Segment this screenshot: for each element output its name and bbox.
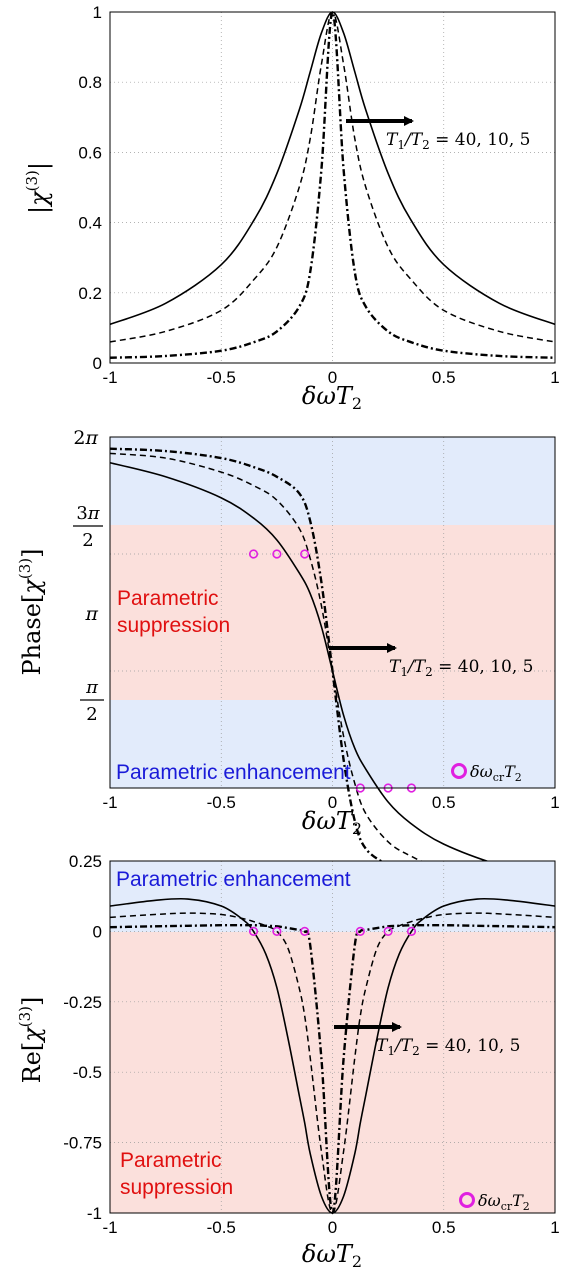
x-tick-label: 0.5 (432, 793, 456, 812)
real-legend-label: δωcrT2 (478, 1191, 530, 1213)
x-tick-label: 1 (550, 1218, 559, 1237)
magnitude-annotation: T1/T2 = 40, 10, 5 (386, 130, 530, 152)
critical-point-marker (355, 926, 365, 937)
x-tick-label: -0.5 (207, 1218, 236, 1237)
x-tick-label: -1 (102, 1218, 117, 1237)
series-dashdot-line (109, 10, 556, 359)
x-tick-label: 0 (328, 1218, 337, 1237)
phase-legend: δωcrT2 (451, 762, 522, 784)
phase-suppression-line1: Parametric (117, 587, 219, 610)
real-suppression-region (110, 932, 555, 1213)
real-suppression-label: Parametric suppression (120, 1149, 233, 1199)
y-tick-label: -0.25 (63, 993, 102, 1012)
svg-text:π: π (85, 677, 99, 698)
phase-annotation: T1/T2 = 40, 10, 5 (389, 657, 533, 679)
phase-axes-box (109, 436, 556, 789)
phase-grid (110, 437, 555, 789)
y-tick-label: 1 (93, 3, 102, 22)
real-critical-markers (248, 926, 417, 937)
critical-point-marker (272, 926, 282, 937)
x-tick-label: 1 (550, 368, 559, 387)
phase-ylabel: Phase[χ(3)] (16, 549, 46, 676)
x-tick-label: 0 (328, 793, 337, 812)
x-tick-label: -1 (102, 368, 117, 387)
critical-point-marker (383, 926, 393, 937)
phase-x-tick-labels: -1 -0.5 0 0.5 1 (102, 793, 559, 812)
magnitude-axes-box (109, 11, 556, 364)
svg-text:3π: 3π (76, 503, 100, 524)
svg-text:Phase[χ(3)]: Phase[χ(3)] (16, 549, 46, 676)
phase-ytick-pi2: π 2 (80, 677, 104, 725)
critical-point-marker (272, 549, 282, 559)
real-xlabel: δωT2 (302, 1240, 362, 1271)
svg-text:2: 2 (82, 530, 93, 551)
svg-text:|χ(3)|: |χ(3)| (23, 162, 54, 214)
svg-text:2: 2 (86, 704, 97, 725)
svg-text:Re[χ(3)]: Re[χ(3)] (16, 997, 46, 1084)
real-annotation: T1/T2 = 40, 10, 5 (376, 1036, 520, 1058)
critical-point-marker (300, 926, 310, 937)
phase-legend-marker (451, 763, 467, 779)
x-tick-label: -1 (102, 793, 117, 812)
y-tick-label: -0.5 (73, 1063, 102, 1082)
y-tick-label: 0.2 (78, 284, 102, 303)
real-legend: δωcrT2 (459, 1191, 530, 1213)
x-tick-label: 0.5 (432, 368, 456, 387)
phase-ytick-pi: π (85, 603, 99, 625)
real-enhancement-region (110, 861, 555, 932)
real-suppression-line1: Parametric (120, 1149, 222, 1172)
phase-xlabel: δωT2 (302, 807, 362, 838)
real-ylabel: Re[χ(3)] (16, 997, 46, 1084)
x-tick-label: 1 (550, 793, 559, 812)
magnitude-grid (110, 12, 555, 363)
y-tick-label: 0 (93, 354, 102, 373)
x-tick-label: 0 (328, 368, 337, 387)
phase-legend-label: δωcrT2 (470, 762, 522, 784)
magnitude-panel: -1 -0.5 0 0.5 1 0 0.2 0.4 0.6 0.8 1 |χ(3)| δωT2 T1… (23, 3, 560, 413)
phase-suppression-line2: suppression (117, 614, 230, 637)
y-tick-label: 0.6 (78, 143, 102, 162)
x-tick-label: 0.5 (432, 1218, 456, 1237)
critical-point-marker (300, 549, 310, 559)
series-dashed-line (109, 912, 556, 1214)
magnitude-xlabel: δωT2 (302, 382, 362, 413)
series-dashed-line (109, 452, 556, 890)
critical-point-marker (248, 549, 259, 559)
real-tick-labels: -1 -0.5 0 0.5 1 -1 -0.75 -0.5 -0.25 0 0.25 (63, 852, 559, 1237)
magnitude-ylabel: |χ(3)| (23, 162, 54, 214)
y-tick-label: 0.8 (78, 73, 102, 92)
critical-point-marker (406, 926, 417, 937)
phase-ytick-2pi: 2π (73, 427, 98, 449)
real-grid (110, 861, 555, 1213)
real-axes-box (109, 860, 556, 1214)
phase-enhancement-label: Parametric enhancement (116, 761, 351, 784)
phase-panel: -1 -0.5 0 0.5 1 2π 3π 2 π π 2 Phase[χ(3)] δω… (16, 427, 560, 895)
x-tick-label: -0.5 (207, 793, 236, 812)
y-tick-label: 0.25 (69, 852, 102, 871)
real-panel: -1 -0.5 0 0.5 1 -1 -0.75 -0.5 -0.25 0 0.25 Re[χ(3)… (16, 852, 560, 1271)
critical-point-marker (248, 926, 259, 937)
phase-suppression-label: Parametric suppression (117, 587, 230, 637)
real-suppression-line2: suppression (120, 1176, 233, 1199)
x-tick-label: -0.5 (207, 368, 236, 387)
real-enhancement-label: Parametric enhancement (116, 868, 351, 891)
y-tick-label: -0.75 (63, 1134, 102, 1153)
y-tick-label: 0.4 (78, 214, 102, 233)
phase-ytick-3pi2: 3π 2 (73, 503, 103, 551)
y-tick-label: -1 (87, 1204, 102, 1223)
y-tick-label: 0 (93, 922, 102, 941)
phase-y-tick-labels: 2π 3π 2 π π 2 (73, 427, 104, 725)
magnitude-tick-labels: -1 -0.5 0 0.5 1 0 0.2 0.4 0.6 0.8 1 (78, 3, 559, 387)
real-legend-marker (459, 1192, 475, 1208)
